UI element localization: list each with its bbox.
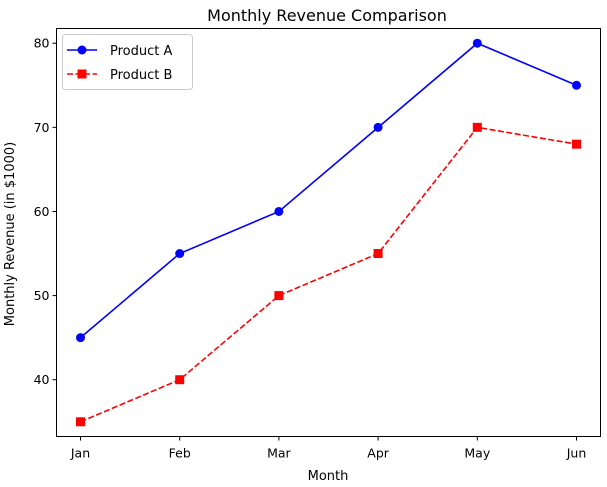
x-tick-label: Jan [70, 446, 90, 461]
data-point-product-b [572, 139, 581, 149]
x-tick-label: Apr [367, 446, 389, 461]
data-point-product-a [76, 333, 85, 343]
data-point-product-b [274, 291, 284, 301]
y-axis-label: Monthly Revenue (in $1000) [3, 142, 18, 326]
chart-title: Monthly Revenue Comparison [207, 6, 447, 25]
y-tick-label: 80 [34, 36, 50, 51]
x-tick-label: May [464, 446, 490, 461]
y-axis-ticks: 40 50 60 70 80 [34, 36, 57, 387]
data-point-product-b [373, 249, 383, 259]
x-axis-ticks: Jan Feb Mar Apr May Jun [70, 436, 587, 461]
plot-frame [56, 28, 601, 437]
data-point-product-a [175, 249, 185, 259]
data-point-product-b [76, 417, 85, 427]
series-layer [76, 38, 581, 427]
legend-label-product-b: Product B [110, 68, 172, 83]
series-line-product-a [79, 42, 577, 339]
x-tick-label: Feb [169, 446, 191, 461]
x-axis-label: Month [308, 469, 349, 484]
x-tick-label: Jun [566, 446, 587, 461]
y-tick-label: 50 [34, 288, 50, 303]
legend-marker-product-b [77, 69, 87, 79]
y-tick-label: 70 [34, 120, 50, 135]
legend-marker-product-a [77, 45, 87, 55]
legend: Product A Product B [62, 34, 193, 90]
data-point-product-a [373, 122, 383, 132]
data-point-product-a [572, 80, 581, 90]
data-point-product-b [472, 122, 482, 132]
series-line-product-b [80, 126, 577, 423]
y-tick-label: 60 [34, 204, 50, 219]
legend-label-product-a: Product A [110, 44, 172, 59]
data-point-product-a [274, 206, 284, 216]
y-tick-label: 40 [34, 372, 50, 387]
legend-frame [62, 34, 193, 90]
data-point-product-a [472, 38, 482, 48]
x-tick-label: Mar [267, 446, 291, 461]
data-point-product-b [175, 375, 185, 385]
